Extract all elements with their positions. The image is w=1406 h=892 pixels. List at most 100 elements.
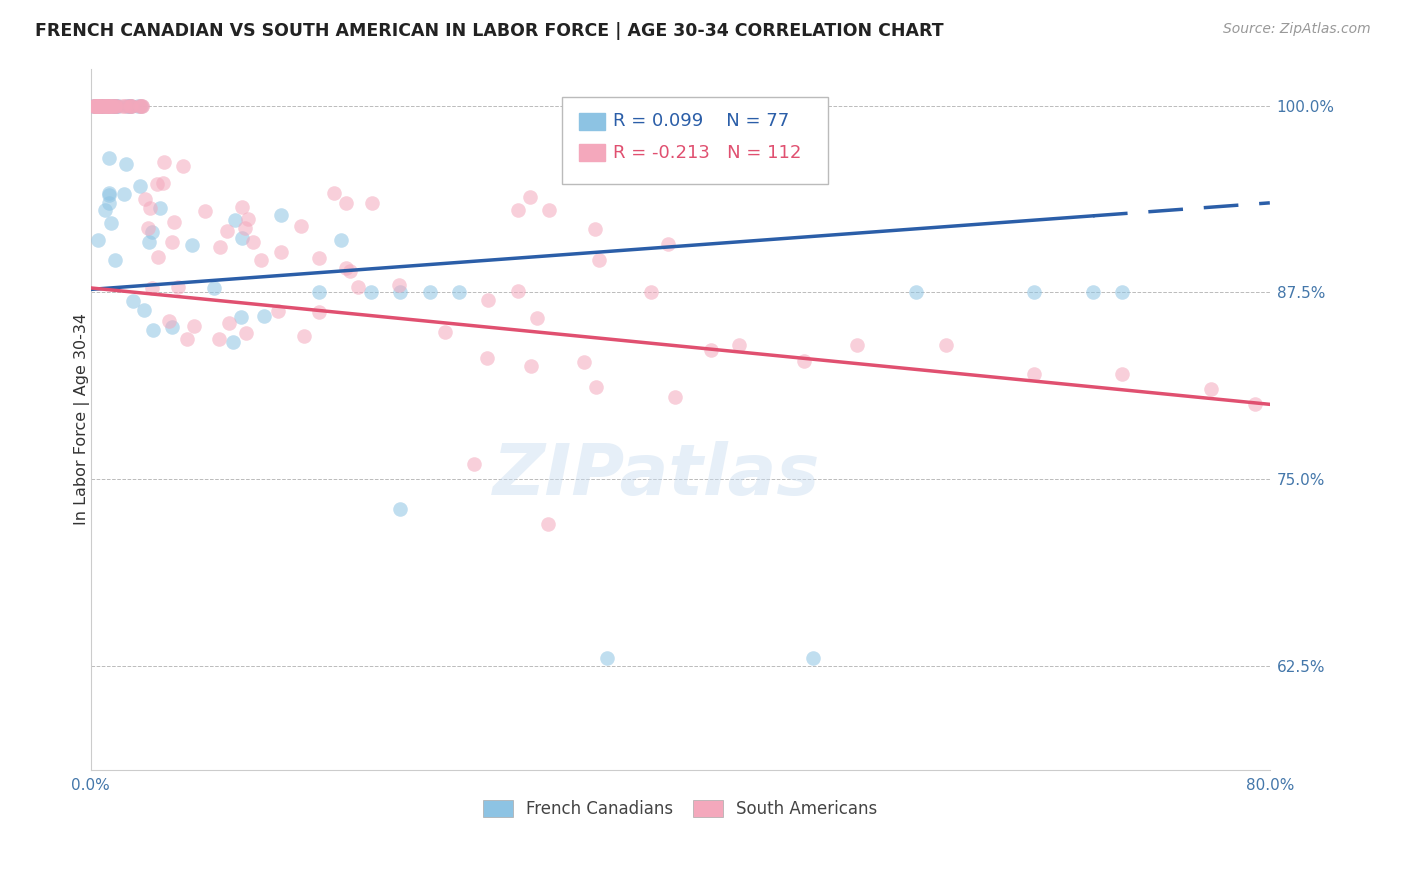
Point <box>221 334 243 349</box>
Point <box>145 177 167 191</box>
Point <box>388 277 411 292</box>
Point <box>536 516 558 531</box>
Point <box>86 99 108 113</box>
Point <box>640 285 662 300</box>
Point <box>360 285 382 300</box>
Point <box>231 200 253 214</box>
Point <box>335 195 357 210</box>
Point <box>103 99 125 113</box>
Point <box>167 280 190 294</box>
Point <box>139 201 162 215</box>
Point <box>583 221 606 235</box>
Point <box>104 99 127 113</box>
Point <box>114 99 136 113</box>
Point <box>242 235 264 249</box>
Point <box>104 99 127 113</box>
Point <box>111 99 134 113</box>
Point <box>84 99 107 113</box>
Point <box>434 325 457 339</box>
Point <box>84 99 107 113</box>
Point <box>160 320 183 334</box>
Point <box>1111 368 1133 382</box>
Point <box>84 99 107 113</box>
Point <box>93 99 115 113</box>
Point <box>87 99 110 113</box>
Point <box>308 285 330 300</box>
Point <box>146 250 169 264</box>
Point <box>131 99 153 113</box>
Point <box>172 159 194 173</box>
Point <box>138 235 160 249</box>
Point <box>84 99 107 113</box>
Point <box>700 343 723 358</box>
Point <box>389 501 412 516</box>
Point <box>290 219 312 234</box>
Point <box>112 186 135 201</box>
Point <box>308 305 330 319</box>
Point <box>266 304 288 318</box>
Point <box>96 99 118 113</box>
Point <box>208 240 231 254</box>
Point <box>335 261 357 276</box>
Point <box>846 337 869 351</box>
Point <box>330 233 353 247</box>
Point <box>132 302 155 317</box>
Point <box>538 203 561 218</box>
Point <box>793 354 815 368</box>
Point <box>97 188 120 202</box>
Point <box>208 332 231 346</box>
Point <box>346 280 368 294</box>
Point <box>118 99 141 113</box>
Point <box>1244 397 1267 411</box>
Point <box>508 202 530 217</box>
Point <box>97 99 120 113</box>
Point <box>90 99 112 113</box>
FancyBboxPatch shape <box>579 112 605 129</box>
Point <box>728 337 751 351</box>
Point <box>89 99 111 113</box>
Point <box>231 231 253 245</box>
Point <box>114 157 136 171</box>
Point <box>84 99 107 113</box>
Point <box>1081 285 1104 300</box>
Point <box>801 651 824 665</box>
Point <box>89 99 111 113</box>
Point <box>87 99 110 113</box>
Point <box>82 99 104 113</box>
Text: R = 0.099    N = 77: R = 0.099 N = 77 <box>613 112 789 130</box>
Point <box>519 190 541 204</box>
Point <box>419 285 441 300</box>
Point <box>105 99 128 113</box>
Point <box>107 99 129 113</box>
Point <box>82 99 104 113</box>
Point <box>1022 285 1045 300</box>
Text: R = -0.213   N = 112: R = -0.213 N = 112 <box>613 144 801 161</box>
Point <box>588 252 610 267</box>
Point <box>87 99 110 113</box>
Point <box>339 264 361 278</box>
Point <box>664 390 686 404</box>
Point <box>91 99 114 113</box>
Point <box>136 220 159 235</box>
Point <box>231 310 253 325</box>
Point <box>134 192 156 206</box>
Point <box>129 179 152 194</box>
Point <box>97 195 120 210</box>
Point <box>84 99 107 113</box>
Point <box>361 196 384 211</box>
Point <box>323 186 346 201</box>
Point <box>1199 383 1222 397</box>
Point <box>194 204 217 219</box>
Point <box>96 99 118 113</box>
Point <box>475 351 498 365</box>
Text: FRENCH CANADIAN VS SOUTH AMERICAN IN LABOR FORCE | AGE 30-34 CORRELATION CHART: FRENCH CANADIAN VS SOUTH AMERICAN IN LAB… <box>35 22 943 40</box>
Point <box>100 216 122 230</box>
Point <box>94 202 117 217</box>
Point <box>104 253 127 268</box>
Point <box>97 99 120 113</box>
Point <box>98 151 121 165</box>
Point <box>86 99 108 113</box>
Point <box>105 99 128 113</box>
Point <box>149 201 172 215</box>
Point <box>141 225 163 239</box>
